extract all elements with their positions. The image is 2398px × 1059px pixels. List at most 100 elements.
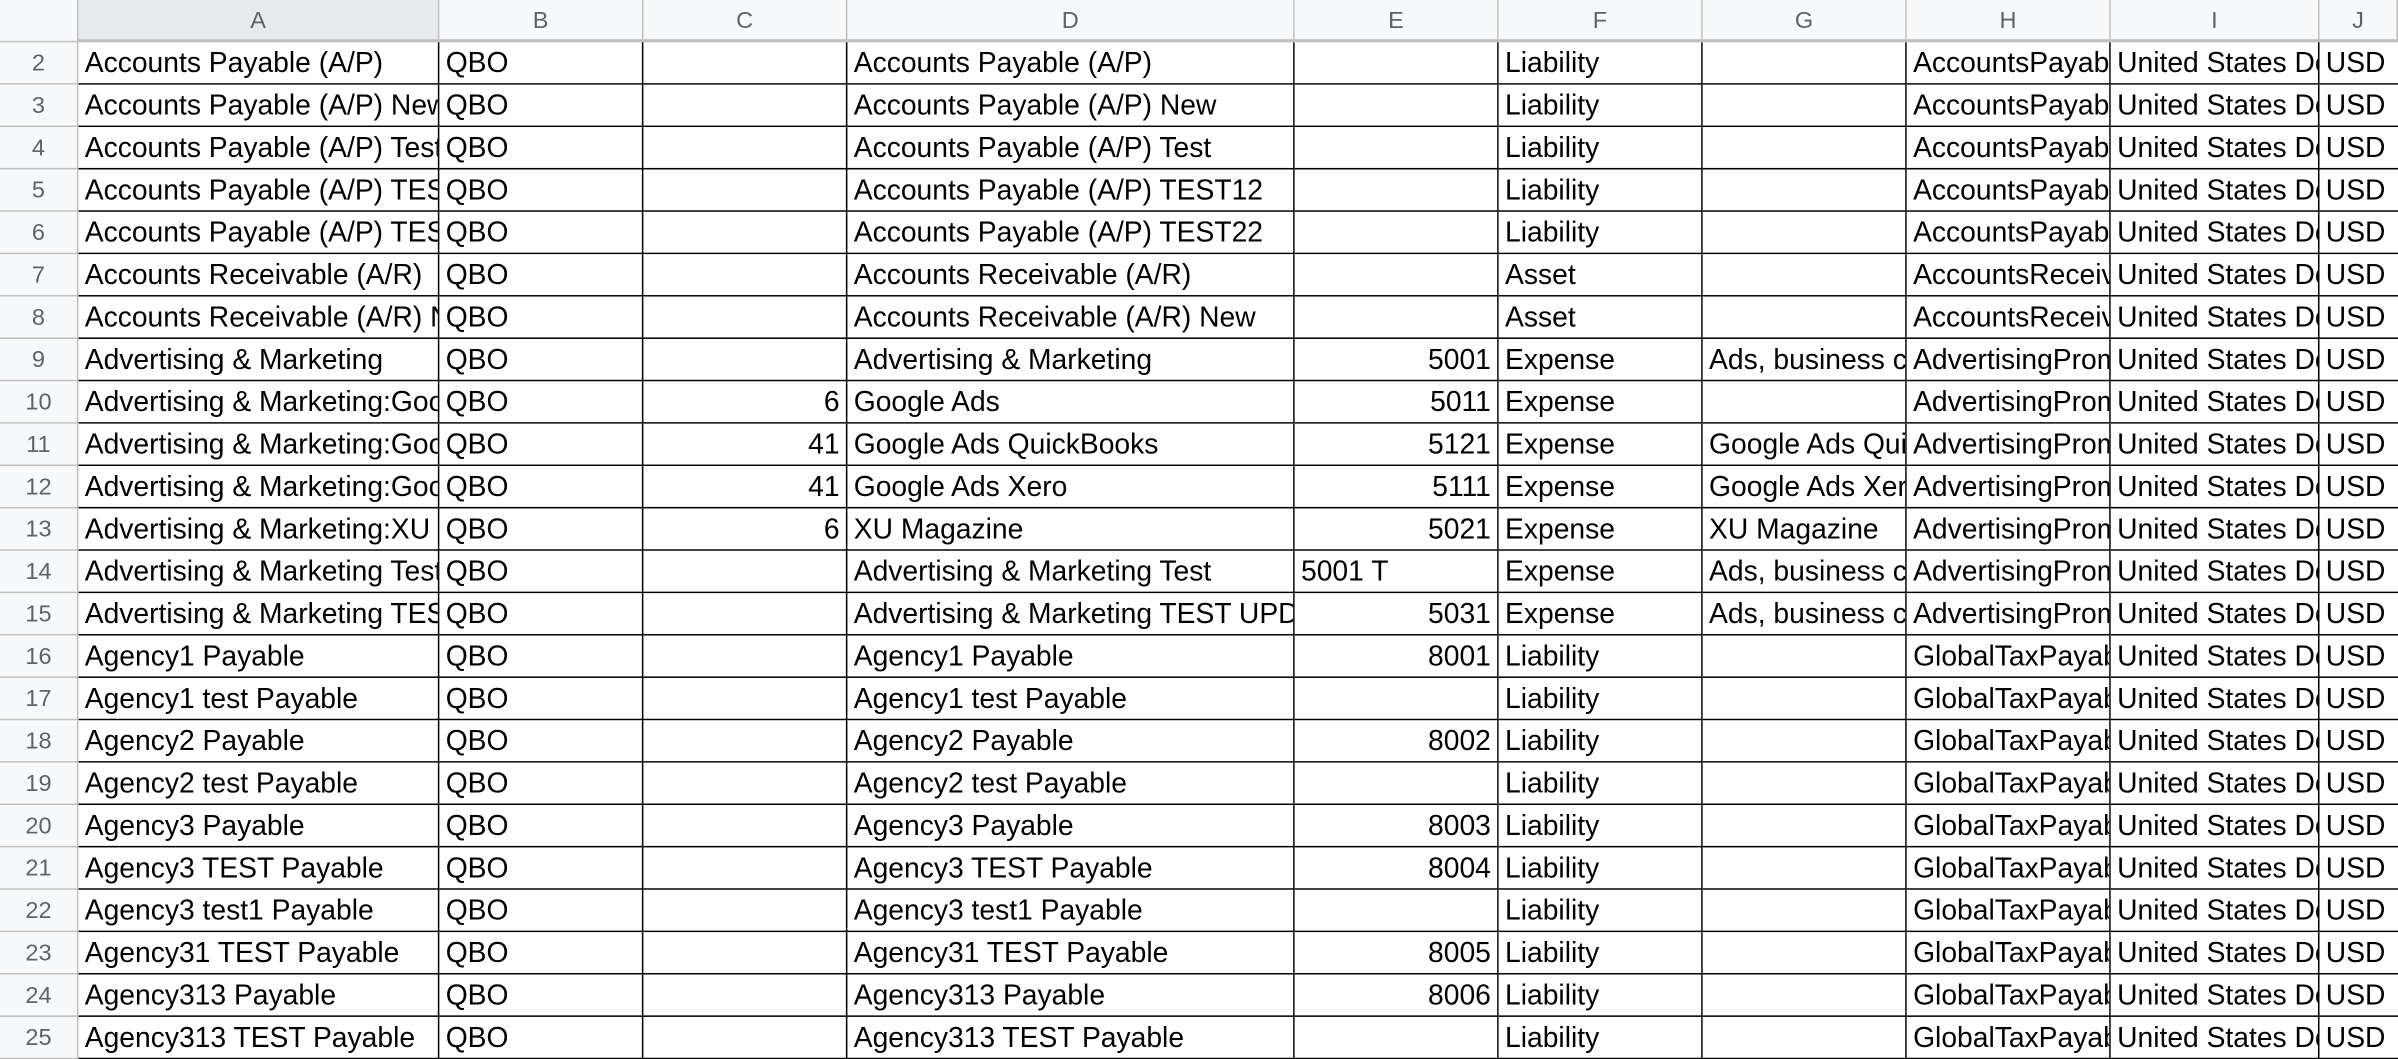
cell[interactable]: Accounts Payable (A/P) TEST xyxy=(78,169,439,211)
cell[interactable]: QBO xyxy=(439,763,643,805)
cell[interactable]: Liability xyxy=(1499,720,1703,762)
cell[interactable]: Agency2 Payable xyxy=(847,720,1294,762)
cell[interactable]: AccountsReceiva xyxy=(1907,297,2111,339)
cell[interactable]: USD xyxy=(2320,127,2398,169)
cell[interactable]: QBO xyxy=(439,636,643,678)
cell[interactable]: Accounts Receivable (A/R) Ne xyxy=(78,297,439,339)
cell[interactable] xyxy=(643,551,847,593)
cell[interactable] xyxy=(1295,890,1499,932)
row-header[interactable]: 22 xyxy=(0,890,78,932)
cell[interactable]: QBO xyxy=(439,805,643,847)
cell[interactable] xyxy=(1703,85,1907,127)
cell[interactable]: AccountsPayable xyxy=(1907,127,2111,169)
cell[interactable]: Accounts Payable (A/P) New xyxy=(847,85,1294,127)
cell[interactable]: Liability xyxy=(1499,932,1703,974)
cell[interactable] xyxy=(1703,805,1907,847)
cell[interactable]: USD xyxy=(2320,975,2398,1017)
column-header-h[interactable]: H xyxy=(1907,0,2111,42)
cell[interactable]: Expense xyxy=(1499,551,1703,593)
cell[interactable]: USD xyxy=(2320,466,2398,508)
cell[interactable] xyxy=(1295,42,1499,84)
cell[interactable]: Agency313 Payable xyxy=(847,975,1294,1017)
cell[interactable]: United States Do xyxy=(2111,254,2320,296)
row-header[interactable]: 23 xyxy=(0,932,78,974)
cell[interactable]: USD xyxy=(2320,636,2398,678)
cell[interactable]: AccountsPayable xyxy=(1907,169,2111,211)
cell[interactable]: AccountsPayable xyxy=(1907,85,2111,127)
column-header-i[interactable]: I xyxy=(2111,0,2320,42)
row-header[interactable]: 17 xyxy=(0,678,78,720)
cell[interactable]: 5011 xyxy=(1295,381,1499,423)
cell[interactable]: United States Do xyxy=(2111,169,2320,211)
cell[interactable] xyxy=(643,636,847,678)
cell[interactable]: Agency3 test1 Payable xyxy=(78,890,439,932)
cell[interactable]: Agency2 test Payable xyxy=(847,763,1294,805)
cell[interactable]: QBO xyxy=(439,720,643,762)
cell[interactable]: United States Do xyxy=(2111,339,2320,381)
row-header[interactable]: 2 xyxy=(0,42,78,84)
cell[interactable] xyxy=(1295,763,1499,805)
cell[interactable]: Accounts Receivable (A/R) xyxy=(78,254,439,296)
cell[interactable] xyxy=(643,932,847,974)
cell[interactable]: United States Do xyxy=(2111,975,2320,1017)
cell[interactable]: United States Do xyxy=(2111,847,2320,889)
cell[interactable] xyxy=(1703,890,1907,932)
cell[interactable]: United States Do xyxy=(2111,466,2320,508)
cell[interactable]: USD xyxy=(2320,932,2398,974)
cell[interactable] xyxy=(1703,636,1907,678)
cell[interactable]: USD xyxy=(2320,847,2398,889)
cell[interactable]: QBO xyxy=(439,890,643,932)
row-header[interactable]: 12 xyxy=(0,466,78,508)
cell[interactable]: Expense xyxy=(1499,381,1703,423)
cell[interactable] xyxy=(643,720,847,762)
cell[interactable]: USD xyxy=(2320,85,2398,127)
cell[interactable]: QBO xyxy=(439,1017,643,1059)
column-header-b[interactable]: B xyxy=(439,0,643,42)
cell[interactable]: USD xyxy=(2320,381,2398,423)
cell[interactable]: Agency2 Payable xyxy=(78,720,439,762)
cell[interactable] xyxy=(1295,212,1499,254)
cell[interactable]: USD xyxy=(2320,678,2398,720)
cell[interactable]: AdvertisingProm xyxy=(1907,381,2111,423)
cell[interactable]: XU Magazine xyxy=(847,508,1294,550)
cell[interactable]: QBO xyxy=(439,466,643,508)
cell[interactable] xyxy=(643,42,847,84)
cell[interactable]: XU Magazine xyxy=(1703,508,1907,550)
cell[interactable]: QBO xyxy=(439,975,643,1017)
cell[interactable]: Agency3 test1 Payable xyxy=(847,890,1294,932)
cell[interactable]: Asset xyxy=(1499,254,1703,296)
cell[interactable]: United States Do xyxy=(2111,932,2320,974)
cell[interactable]: Agency3 Payable xyxy=(78,805,439,847)
cell[interactable]: AdvertisingProm xyxy=(1907,339,2111,381)
row-header[interactable]: 21 xyxy=(0,847,78,889)
row-header[interactable]: 3 xyxy=(0,85,78,127)
cell[interactable]: Expense xyxy=(1499,424,1703,466)
cell[interactable] xyxy=(1703,254,1907,296)
row-header[interactable]: 24 xyxy=(0,975,78,1017)
cell[interactable]: Agency1 test Payable xyxy=(847,678,1294,720)
cell[interactable] xyxy=(1703,847,1907,889)
cell[interactable] xyxy=(643,1017,847,1059)
column-header-e[interactable]: E xyxy=(1295,0,1499,42)
cell[interactable]: QBO xyxy=(439,678,643,720)
cell[interactable]: Expense xyxy=(1499,466,1703,508)
cell[interactable]: USD xyxy=(2320,805,2398,847)
cell[interactable]: USD xyxy=(2320,890,2398,932)
cell[interactable] xyxy=(1295,85,1499,127)
cell[interactable]: GlobalTaxPayabl xyxy=(1907,975,2111,1017)
cell[interactable]: Advertising & Marketing:XU M xyxy=(78,508,439,550)
cell[interactable]: AccountsReceiva xyxy=(1907,254,2111,296)
row-header[interactable]: 7 xyxy=(0,254,78,296)
cell[interactable]: USD xyxy=(2320,339,2398,381)
cell[interactable]: Accounts Receivable (A/R) New xyxy=(847,297,1294,339)
cell[interactable]: Advertising & Marketing Test xyxy=(847,551,1294,593)
row-header[interactable]: 10 xyxy=(0,381,78,423)
cell[interactable]: USD xyxy=(2320,254,2398,296)
cell[interactable]: Liability xyxy=(1499,85,1703,127)
column-header-a[interactable]: A xyxy=(78,0,439,42)
cell[interactable] xyxy=(643,678,847,720)
select-all-corner[interactable] xyxy=(0,0,78,42)
cell[interactable]: United States Do xyxy=(2111,212,2320,254)
cell[interactable]: United States Do xyxy=(2111,424,2320,466)
cell[interactable]: USD xyxy=(2320,297,2398,339)
